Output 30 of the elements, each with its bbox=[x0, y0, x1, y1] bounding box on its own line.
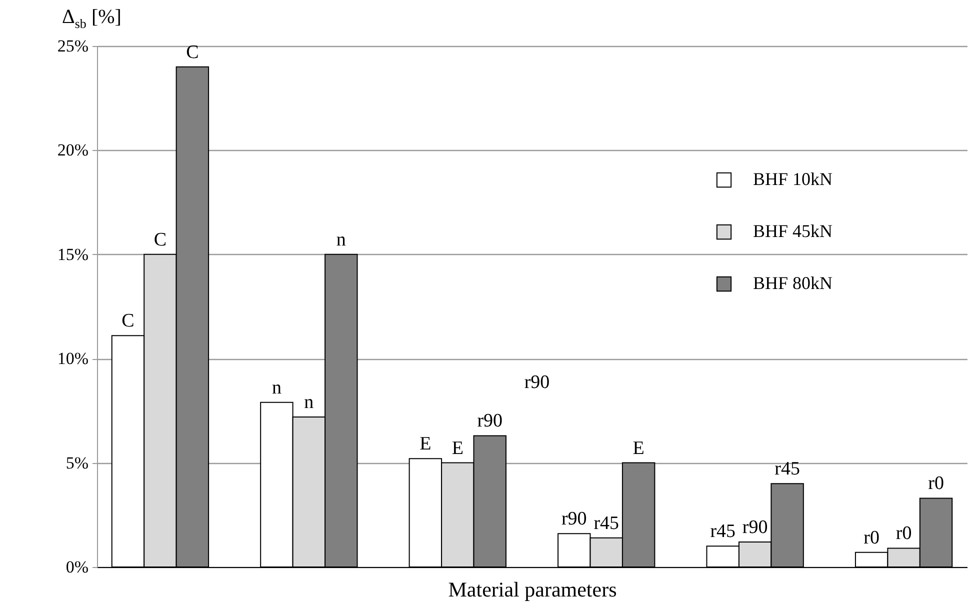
data-label: n bbox=[304, 392, 314, 413]
legend-label: BHF 10kN bbox=[753, 169, 833, 189]
annotation: r90 bbox=[524, 372, 550, 393]
data-label: C bbox=[154, 229, 167, 250]
data-label: r45 bbox=[594, 512, 620, 534]
y-axis-title: Δ$_{sb}$ [%] bbox=[62, 6, 122, 32]
y-tick-label: 20% bbox=[57, 140, 88, 160]
data-label: C bbox=[186, 42, 199, 63]
data-label: r45 bbox=[774, 458, 800, 480]
data-label: n bbox=[272, 377, 282, 398]
data-label: r45 bbox=[710, 521, 736, 542]
data-label: r90 bbox=[742, 516, 768, 538]
data-label: r90 bbox=[477, 410, 503, 432]
x-axis-title: Material parameters bbox=[448, 578, 617, 602]
data-label: r0 bbox=[896, 523, 912, 544]
data-label: r90 bbox=[561, 508, 587, 530]
data-label: E bbox=[420, 434, 432, 455]
data-label: C bbox=[122, 310, 134, 332]
y-tick-label: 0% bbox=[66, 558, 88, 576]
y-tick-label: 10% bbox=[57, 349, 88, 368]
data-label: E bbox=[632, 438, 644, 459]
data-label: r0 bbox=[864, 527, 880, 548]
data-label: r0 bbox=[928, 473, 944, 494]
legend-label: BHF 45kN bbox=[753, 221, 833, 241]
y-tick-label: 25% bbox=[57, 36, 88, 56]
y-tick-label: 5% bbox=[66, 453, 88, 472]
data-label: n bbox=[336, 229, 346, 250]
y-tick-label: 15% bbox=[57, 244, 88, 264]
legend-label: BHF 80kN bbox=[753, 273, 833, 293]
data-label: E bbox=[452, 438, 464, 459]
